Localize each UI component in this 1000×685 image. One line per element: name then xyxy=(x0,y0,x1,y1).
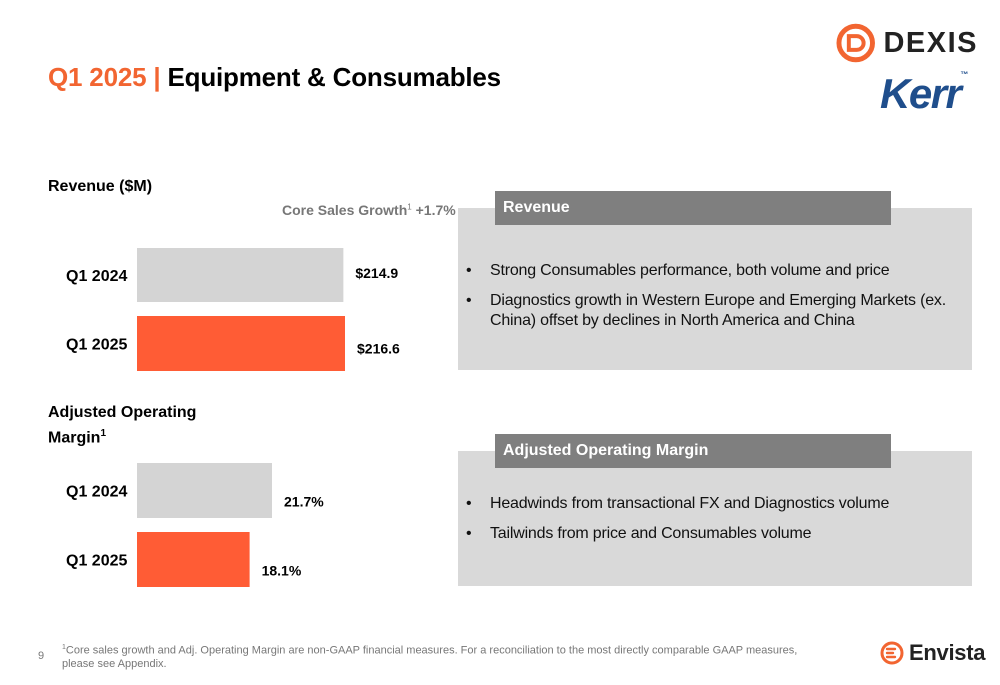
envista-logo-icon xyxy=(880,641,904,665)
revenue-bullet-list: Strong Consumables performance, both vol… xyxy=(466,261,966,341)
title-main: Equipment & Consumables xyxy=(167,62,502,92)
kerr-trademark: ™ xyxy=(960,70,969,79)
core-growth-footnote-mark: 1 xyxy=(407,202,412,212)
bar-charts: Q1 2024 $214.9Q1 2025 $216.6 Q1 202421.7%Q… xyxy=(66,248,400,587)
revenue-panel-header: Revenue xyxy=(495,191,891,225)
category-label: Q1 2025 xyxy=(66,553,127,570)
data-label: $216.6 xyxy=(357,341,400,357)
margin-label-footnote-mark: 1 xyxy=(100,428,107,439)
revenue-chart-label: Revenue ($M) xyxy=(48,178,153,195)
margin-panel xyxy=(458,451,972,586)
core-growth-text: Core Sales Growth xyxy=(282,202,408,218)
bar xyxy=(137,532,250,587)
revenue-bar-chart: Q1 2024 $214.9 Q1 2025 $216.6 xyxy=(66,248,400,371)
kerr-logo-label: Kerr xyxy=(880,70,962,117)
data-label: 18.1% xyxy=(262,563,302,579)
core-growth-value: +1.7% xyxy=(415,202,456,218)
title-prefix: Q1 2025 xyxy=(48,62,147,92)
list-item: Headwinds from transactional FX and Diag… xyxy=(466,494,966,514)
margin-bullet-list: Headwinds from transactional FX and Diag… xyxy=(466,494,966,554)
footnote-text: Core sales growth and Adj. Operating Mar… xyxy=(62,644,798,670)
kerr-logo: Kerr™ xyxy=(880,70,968,118)
dexis-logo-icon xyxy=(836,23,875,63)
category-label: Q1 2024 xyxy=(66,268,127,285)
title-separator: | xyxy=(153,62,161,92)
bar xyxy=(137,248,344,302)
bar xyxy=(137,316,345,371)
footnote-mark: 1 xyxy=(62,644,66,651)
margin-panel-header: Adjusted Operating Margin xyxy=(495,434,891,468)
category-label: Q1 2025 xyxy=(66,337,127,354)
margin-bar-chart: Q1 2024 21.7% Q1 2025 18.1% xyxy=(66,463,324,587)
list-item: Tailwinds from price and Consumables vol… xyxy=(466,524,966,544)
margin-chart-label: Adjusted Operating Margin1 xyxy=(48,402,196,448)
margin-label-line2: Margin xyxy=(48,429,101,447)
margin-label-line1: Adjusted Operating xyxy=(48,404,197,421)
data-label: $214.9 xyxy=(355,265,398,281)
revenue-panel xyxy=(458,208,972,370)
envista-logo: Envista xyxy=(880,640,985,666)
dexis-logo-label: DEXIS xyxy=(883,26,978,59)
footnote: 1Core sales growth and Adj. Operating Ma… xyxy=(62,641,802,671)
list-item: Diagnostics growth in Western Europe and… xyxy=(466,291,966,331)
dexis-logo: DEXIS xyxy=(836,20,978,66)
category-label: Q1 2024 xyxy=(66,484,127,501)
page-number: 9 xyxy=(38,650,45,662)
page-title: Q1 2025 | Equipment & Consumables xyxy=(48,62,501,93)
data-label: 21.7% xyxy=(284,494,324,510)
envista-logo-label: Envista xyxy=(909,640,986,665)
list-item: Strong Consumables performance, both vol… xyxy=(466,261,966,281)
bar xyxy=(137,463,272,518)
core-sales-growth: Core Sales Growth1 +1.7% xyxy=(282,202,456,218)
